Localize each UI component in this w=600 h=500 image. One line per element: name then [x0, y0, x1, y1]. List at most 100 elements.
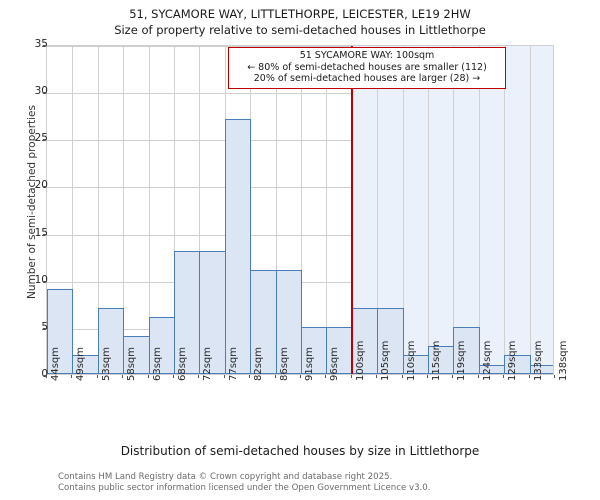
y-axis-tick-label: 35	[34, 38, 48, 50]
x-axis-tick-label: 96sqm	[329, 346, 340, 381]
x-axis-tick-label: 124sqm	[482, 340, 493, 381]
histogram-bar	[149, 317, 175, 374]
x-axis-tick-label: 44sqm	[50, 346, 61, 381]
x-axis-tick-mark	[122, 375, 123, 378]
gridline-vertical	[98, 46, 99, 374]
x-axis-tick-mark	[376, 375, 377, 378]
gridline-horizontal	[47, 234, 553, 236]
x-axis-tick-label: 119sqm	[456, 340, 467, 381]
x-axis-tick-mark	[529, 375, 530, 378]
y-axis-tick-label: 10	[34, 273, 48, 286]
gridline-vertical	[149, 46, 150, 374]
y-axis-tick-mark	[43, 375, 46, 376]
y-axis-tick-mark	[43, 92, 46, 94]
annotation-line3: 20% of semi-detached houses are larger (…	[253, 73, 481, 84]
histogram-bar	[47, 289, 73, 374]
histogram-bar	[326, 326, 353, 374]
gridline-vertical	[174, 46, 175, 374]
x-axis-tick-label: 133sqm	[533, 340, 544, 381]
x-axis-tick-label: 53sqm	[101, 346, 112, 381]
y-axis-tick-label: 5	[41, 320, 48, 333]
gridline-vertical	[301, 46, 302, 374]
gridline-horizontal	[47, 140, 553, 142]
x-axis-tick-label: 91sqm	[304, 346, 315, 381]
x-axis-tick-mark	[71, 375, 72, 378]
x-axis-tick-label: 129sqm	[507, 340, 518, 381]
gridline-vertical	[326, 46, 327, 374]
x-axis-tick-mark	[224, 375, 225, 378]
x-axis-tick-label: 72sqm	[202, 346, 213, 381]
x-axis-tick-mark	[452, 375, 453, 378]
y-axis-tick-mark	[43, 139, 46, 141]
plot-area	[46, 45, 554, 375]
x-axis-tick-mark	[198, 375, 199, 378]
gridline-horizontal	[47, 46, 553, 47]
gridline-vertical	[123, 46, 124, 374]
y-axis-tick-label: 0	[41, 368, 48, 380]
histogram-bar	[225, 119, 251, 374]
x-axis-tick-label: 77sqm	[228, 346, 239, 381]
gridline-horizontal	[47, 93, 553, 95]
chart-title-line1: 51, SYCAMORE WAY, LITTLETHORPE, LEICESTE…	[129, 7, 471, 21]
x-axis-tick-mark	[503, 375, 504, 378]
x-axis-tick-label: 110sqm	[406, 340, 417, 381]
histogram-bar	[453, 326, 480, 374]
x-axis-tick-mark	[554, 375, 555, 378]
x-axis-tick-label: 138sqm	[558, 340, 569, 381]
property-size-marker-line	[351, 46, 353, 374]
x-axis-tick-mark	[275, 375, 276, 378]
gridline-vertical	[428, 46, 429, 374]
gridline-vertical	[72, 46, 73, 374]
y-axis-tick-mark	[43, 186, 46, 188]
histogram-bar	[530, 364, 553, 374]
x-axis-tick-label: 86sqm	[279, 346, 290, 381]
x-axis-tick-mark	[325, 375, 326, 378]
x-axis-tick-mark	[148, 375, 149, 378]
histogram-bar	[276, 270, 302, 374]
y-axis-tick-label: 25	[34, 132, 48, 145]
x-axis-tick-label: 115sqm	[431, 340, 442, 381]
y-axis-tick-mark	[43, 327, 46, 329]
property-annotation-box: 51 SYCAMORE WAY: 100sqm ← 80% of semi-de…	[228, 47, 506, 89]
chart-title: 51, SYCAMORE WAY, LITTLETHORPE, LEICESTE…	[0, 6, 600, 38]
gridline-vertical	[530, 46, 531, 374]
chart-footer: Contains HM Land Registry data © Crown c…	[58, 472, 598, 493]
x-axis-tick-label: 100sqm	[355, 340, 366, 381]
y-axis-tick-label: 30	[34, 85, 48, 98]
chart-title-line2: Size of property relative to semi-detach…	[114, 23, 486, 37]
x-axis-tick-mark	[427, 375, 428, 378]
footer-line1: Contains HM Land Registry data © Crown c…	[58, 472, 393, 482]
x-axis-tick-label: 82sqm	[253, 346, 264, 381]
gridline-vertical	[453, 46, 454, 374]
gridline-vertical	[479, 46, 480, 374]
x-axis-tick-mark	[173, 375, 174, 378]
x-axis-tick-mark	[249, 375, 250, 378]
x-axis-tick-label: 63sqm	[152, 346, 163, 381]
x-axis-tick-mark	[351, 375, 352, 378]
y-axis-tick-mark	[43, 233, 46, 235]
x-axis-tick-label: 58sqm	[126, 346, 137, 381]
gridline-vertical	[403, 46, 404, 374]
x-axis-label: Distribution of semi-detached houses by …	[120, 444, 480, 458]
x-axis-tick-mark	[46, 375, 47, 378]
x-axis-tick-label: 49sqm	[75, 346, 86, 381]
x-axis-tick-mark	[97, 375, 98, 378]
y-axis-tick-label: 15	[34, 226, 48, 239]
y-axis-tick-mark	[43, 280, 46, 282]
gridline-vertical	[199, 46, 200, 374]
x-axis-tick-mark	[402, 375, 403, 378]
annotation-line2: ← 80% of semi-detached houses are smalle…	[247, 61, 487, 73]
gridline-vertical	[377, 46, 378, 374]
annotation-line1: 51 SYCAMORE WAY: 100sqm	[299, 50, 435, 61]
gridline-horizontal	[47, 187, 553, 189]
x-axis-tick-label: 68sqm	[177, 346, 188, 381]
histogram-bar	[377, 308, 404, 374]
x-axis-tick-label: 105sqm	[380, 340, 391, 381]
x-axis-tick-mark	[300, 375, 301, 378]
gridline-vertical	[276, 46, 277, 374]
footer-line2: Contains public sector information licen…	[58, 482, 431, 493]
gridline-vertical	[504, 46, 505, 374]
y-axis-tick-mark	[43, 45, 46, 46]
histogram-bar	[301, 326, 327, 374]
